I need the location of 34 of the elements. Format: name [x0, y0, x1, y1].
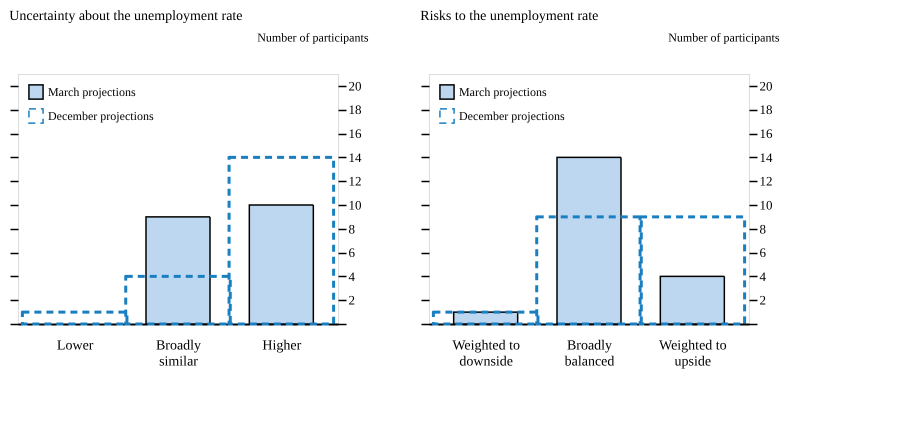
chart-title: Uncertainty about the unemployment rate	[9, 9, 243, 24]
y-tick-label: 8	[348, 221, 355, 236]
y-axis-title: Number of participants	[257, 30, 369, 44]
y-tick-label: 2	[760, 292, 766, 308]
x-tick-label: Lower	[56, 338, 94, 354]
chart-title: Risks to the unemployment rate	[420, 9, 598, 24]
y-tick-label: 10	[760, 197, 772, 212]
legend-label: March projections	[48, 85, 136, 99]
y-tick-label: 18	[760, 102, 772, 118]
x-tick-label: Broadly balanced	[564, 338, 614, 370]
x-tick-label: Weighted to downside	[452, 338, 520, 370]
y-tick-label: 12	[760, 174, 772, 189]
x-tick-label: Weighted to upside	[658, 338, 727, 370]
y-tick-label: 16	[348, 126, 362, 142]
x-tick-label: Broadly similar	[156, 338, 202, 370]
y-tick-label: 20	[760, 78, 772, 94]
y-tick-label: 4	[348, 268, 356, 284]
y-tick-label: 6	[348, 245, 356, 260]
x-tick-label: Higher	[262, 338, 302, 354]
y-tick-label: 20	[348, 78, 362, 94]
y-tick-label: 12	[348, 174, 362, 189]
y-tick-label: 2	[348, 292, 355, 308]
y-tick-label: 14	[348, 150, 362, 165]
legend-label: December projections	[48, 109, 154, 123]
legend-label: March projections	[459, 85, 547, 99]
y-tick-label: 8	[760, 221, 766, 236]
y-axis-title: Number of participants	[668, 30, 780, 44]
y-tick-label: 18	[348, 102, 362, 118]
y-tick-label: 10	[348, 197, 362, 212]
legend-label: December projections	[459, 109, 565, 123]
y-tick-label: 6	[760, 245, 766, 260]
y-tick-label: 4	[760, 268, 766, 284]
y-tick-label: 14	[760, 150, 773, 165]
y-tick-label: 16	[760, 126, 773, 142]
